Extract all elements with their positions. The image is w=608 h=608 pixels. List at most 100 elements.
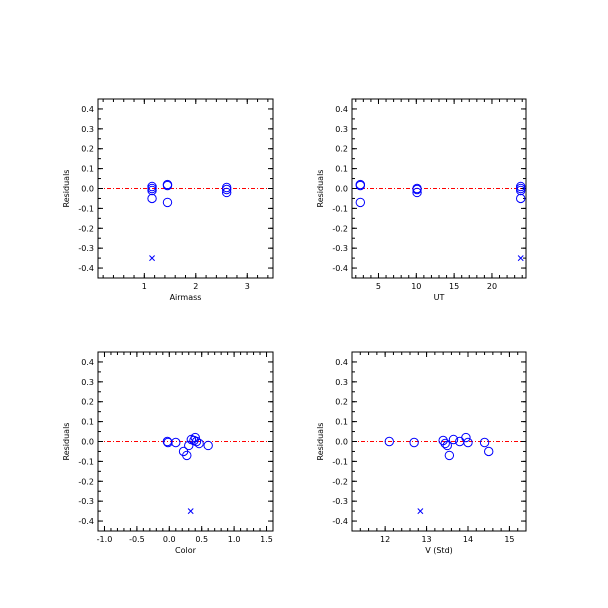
data-point-circle: [191, 436, 202, 447]
y-tick-label: -0.2: [78, 224, 94, 233]
y-tick-label: 0.3: [335, 378, 348, 387]
y-tick-label: -0.4: [78, 264, 94, 273]
y-tick-label: 0.0: [81, 438, 94, 447]
data-point-circle: [182, 450, 192, 461]
y-tick-label: -0.3: [78, 244, 94, 253]
x-tick-label: 0.0: [163, 535, 176, 544]
y-tick-label: 0.3: [81, 125, 94, 134]
x-tick-label: 15: [504, 535, 514, 544]
data-point-circle: [203, 440, 213, 451]
data-point-circle: [409, 437, 419, 448]
y-tick-label: -0.1: [332, 457, 348, 466]
y-tick-label: -0.2: [332, 224, 348, 233]
x-axis-label: Airmass: [170, 293, 202, 302]
y-tick-label: -0.1: [78, 457, 94, 466]
x-tick-label: 14: [463, 535, 473, 544]
data-point-circle: [171, 437, 181, 448]
data-point-circle: [162, 180, 173, 191]
data-point-circle: [463, 437, 473, 448]
data-point-circle: [516, 193, 526, 204]
data-point-circle: [442, 440, 452, 451]
y-tick-label: 0.3: [335, 125, 348, 134]
panel-3: -0.4 -0.3 -0.2 -0.1 0.0 0.1 0.2 0.3 0.4 -1.0 -0.5 0…: [62, 351, 274, 555]
y-tick-label: -0.1: [332, 204, 348, 213]
x-tick-label: -0.5: [129, 535, 145, 544]
y-tick-label: 0.4: [335, 105, 348, 114]
data-point-circle: [412, 184, 422, 195]
x-tick-label: 20: [487, 282, 497, 291]
data-point-circle: [163, 437, 173, 448]
data-point-x: [517, 255, 524, 262]
x-axis-label: V (Std): [425, 546, 453, 555]
data-point-circle: [440, 438, 450, 449]
data-point-circle: [484, 446, 494, 457]
x-marker-stroke: [417, 508, 424, 515]
x-tick-label: 10: [411, 282, 421, 291]
y-tick-label: 0.2: [81, 398, 94, 407]
y-tick-label: 0.3: [81, 378, 94, 387]
data-point-circle: [147, 193, 157, 204]
y-tick-label: 0.0: [335, 185, 348, 194]
panel-4: -0.4 -0.3 -0.2 -0.1 0.0 0.1 0.2 0.3 0.4 12 13 14 15 V…: [316, 351, 527, 555]
x-tick-label: -1.0: [97, 535, 113, 544]
y-tick-label: -0.2: [78, 477, 94, 486]
data-point-circle: [221, 184, 232, 195]
data-point-circle: [384, 436, 394, 447]
y-tick-label: 0.4: [81, 358, 94, 367]
y-tick-label: 0.0: [81, 185, 94, 194]
data-point-circle: [221, 187, 232, 198]
y-tick-label: 0.2: [335, 398, 348, 407]
x-marker-stroke: [149, 255, 155, 262]
y-axis-label: Residuals: [62, 423, 71, 461]
x-tick-label: 3: [245, 282, 250, 291]
x-marker-stroke: [517, 255, 524, 262]
y-tick-label: -0.3: [78, 497, 94, 506]
data-point-circle: [461, 432, 471, 443]
data-point-circle: [444, 450, 455, 461]
panel-2: -0.4 -0.3 -0.2 -0.1 0.0 0.1 0.2 0.3 0.4 5 10 15 20 UT…: [316, 98, 527, 302]
x-tick-label: 0.5: [195, 535, 208, 544]
x-tick-label: 2: [193, 282, 198, 291]
y-axis-label: Residuals: [316, 423, 325, 461]
y-tick-label: 0.1: [81, 165, 94, 174]
y-axis-label: Residuals: [62, 170, 71, 208]
y-tick-label: 0.1: [335, 418, 348, 427]
y-tick-label: -0.3: [332, 497, 348, 506]
y-tick-label: 0.2: [81, 145, 94, 154]
panel-1: -0.4 -0.3 -0.2 -0.1 0.0 0.1 0.2 0.3 0.4 1 2 3 Airmas…: [62, 98, 274, 302]
y-tick-label: -0.4: [332, 517, 348, 526]
x-axis-label: UT: [434, 293, 445, 302]
data-point-circle: [479, 437, 490, 448]
data-point-circle: [184, 440, 194, 451]
data-point-circle: [412, 187, 422, 198]
y-tick-label: -0.2: [332, 477, 348, 486]
y-tick-label: -0.4: [78, 517, 94, 526]
x-tick-label: 1: [142, 282, 147, 291]
y-tick-label: 0.1: [81, 418, 94, 427]
x-marker-stroke: [187, 508, 194, 515]
data-point-circle: [355, 180, 366, 191]
y-tick-label: -0.1: [78, 204, 94, 213]
y-tick-label: 0.1: [335, 165, 348, 174]
data-point-circle: [355, 197, 366, 208]
x-tick-label: 15: [449, 282, 459, 291]
x-tick-label: 1.0: [228, 535, 241, 544]
y-tick-label: 0.2: [335, 145, 348, 154]
data-point-x: [187, 508, 194, 515]
y-tick-label: 0.4: [81, 105, 94, 114]
x-axis-label: Color: [175, 546, 197, 555]
y-tick-label: -0.3: [332, 244, 348, 253]
data-point-circle: [194, 438, 204, 449]
x-tick-label: 13: [421, 535, 431, 544]
data-point-x: [417, 508, 424, 515]
x-tick-label: 5: [376, 282, 381, 291]
y-tick-label: 0.0: [335, 438, 348, 447]
data-point-circle: [448, 434, 459, 445]
y-tick-label: 0.4: [335, 358, 348, 367]
y-axis-label: Residuals: [316, 170, 325, 208]
y-tick-label: -0.4: [332, 264, 348, 273]
x-tick-label: 12: [380, 535, 390, 544]
data-point-circle: [162, 197, 173, 208]
x-tick-label: 1.5: [260, 535, 273, 544]
